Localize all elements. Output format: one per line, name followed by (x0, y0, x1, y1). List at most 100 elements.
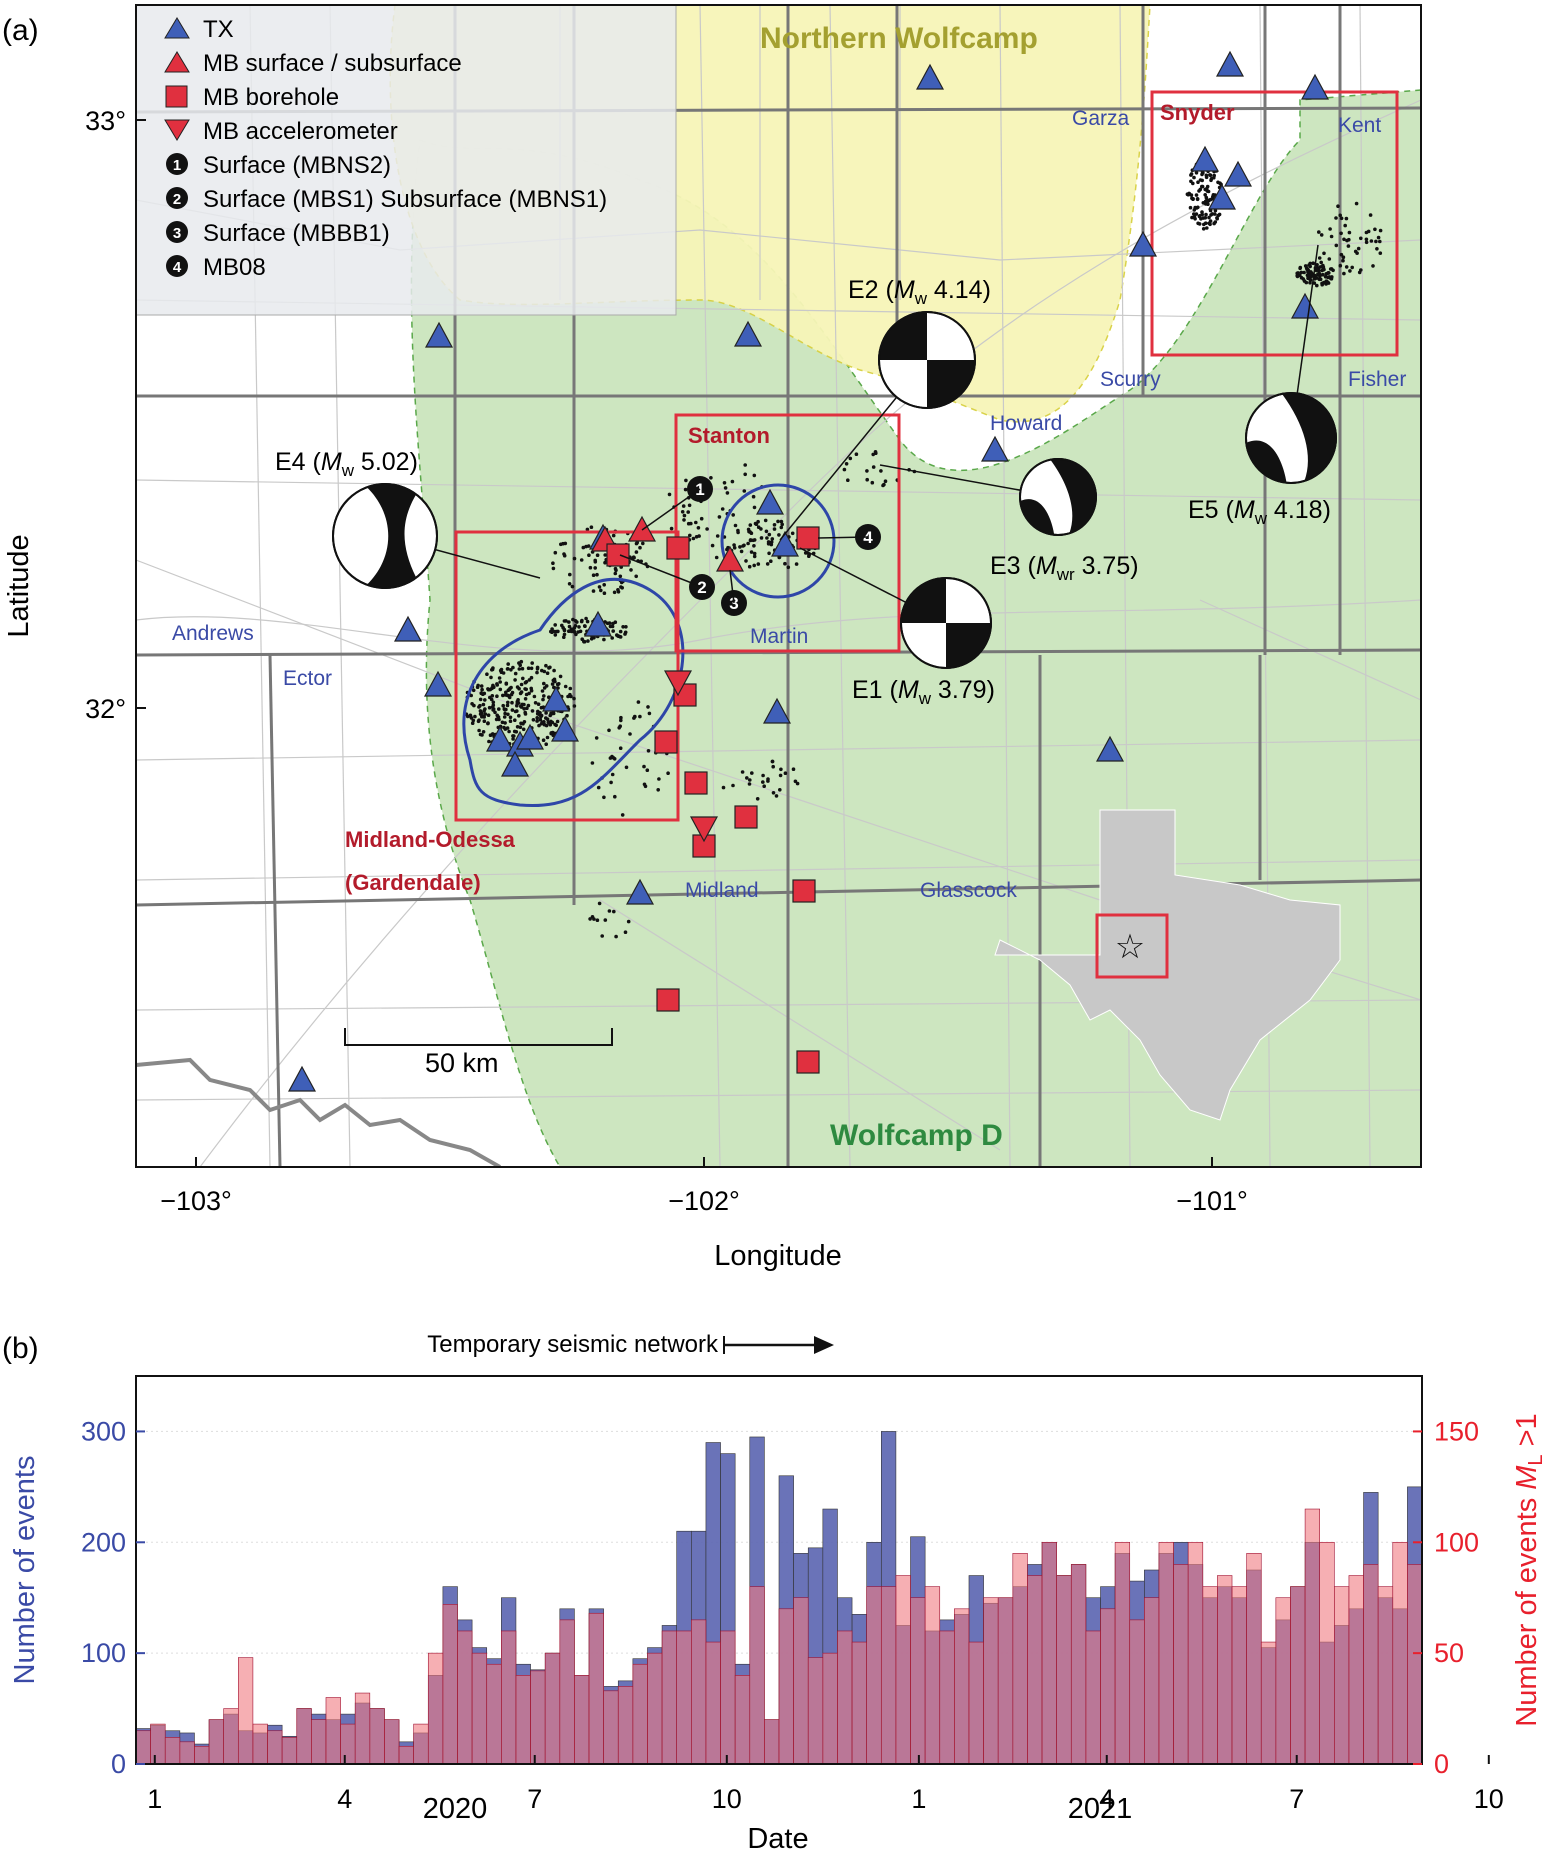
seismic-event-dot (744, 559, 748, 563)
numbered-marker-text: 1 (173, 157, 181, 174)
bar-ml-events (793, 1597, 809, 1765)
seismic-event-dot (501, 703, 506, 708)
seismic-event-dot (1190, 215, 1194, 220)
seismic-event-dot (583, 624, 587, 628)
seismic-event-dot (699, 516, 704, 521)
seismic-event-dot (1212, 173, 1216, 178)
seismic-event-dot (490, 732, 495, 736)
seismic-event-dot (1215, 216, 1219, 221)
seismic-event-dot (748, 530, 752, 534)
right-tick-label: 50 (1434, 1638, 1464, 1668)
bar-ml-events (924, 1586, 941, 1765)
lon-tick-102: −102° (668, 1186, 740, 1216)
event-histogram[interactable] (135, 1430, 1423, 1765)
focal-mechanisms: E4 (Mw 5.02) E2 (Mw 4.14) E3 (Mwr 3.75) E1 … (275, 244, 1337, 708)
histogram-ylabel-right: Number of events ML >1 (1511, 1413, 1547, 1726)
seismic-event-dot (607, 909, 612, 913)
tx-station-icon (393, 615, 423, 642)
bar-ml-events (778, 1608, 794, 1765)
seismic-event-dot (569, 694, 573, 699)
seismic-event-dot (643, 784, 648, 789)
seismic-event-dot (733, 523, 738, 528)
seismic-event-dot (498, 687, 503, 692)
seismic-event-dot (595, 918, 600, 922)
seismic-event-dot (623, 930, 628, 934)
mb-accelerometer-icon (663, 670, 693, 697)
seismic-event-dot (592, 917, 596, 921)
bar-ml-events (691, 1619, 707, 1765)
seismic-event-dot (1339, 231, 1343, 236)
seismic-event-dot (759, 527, 763, 531)
seismic-event-dot (566, 694, 570, 699)
seismic-event-dot (749, 550, 754, 554)
seismic-event-dot (752, 563, 756, 568)
seismic-event-dot (513, 671, 518, 676)
seismic-event-dot (501, 671, 506, 675)
seismic-event-dot (854, 452, 859, 457)
seismic-event-dot (1295, 274, 1300, 279)
bar-ml-events (384, 1719, 400, 1765)
seismic-event-dot (603, 560, 607, 565)
seismic-event-dot (879, 469, 883, 473)
seismic-event-dot (591, 573, 596, 577)
seismic-event-dot (742, 489, 747, 493)
seismic-event-dot (1347, 237, 1351, 242)
seismic-event-dot (1315, 283, 1319, 288)
seismic-event-dot (503, 693, 508, 697)
seismic-event-dot (1319, 260, 1323, 265)
seismic-event-dot (554, 723, 558, 728)
legend-label: Surface (MBS1) Subsurface (MBNS1) (203, 186, 607, 213)
bar-ml-events (1158, 1541, 1174, 1765)
seismic-event-dot (602, 583, 606, 587)
bar-ml-events (1290, 1586, 1306, 1765)
county-midland: Midland (685, 879, 759, 902)
beachball-e3 (1019, 458, 1097, 536)
seismic-event-dot (611, 629, 615, 633)
seismic-event-dot (570, 584, 575, 589)
tx-station-icon (1300, 73, 1330, 100)
legend-label: MB08 (203, 254, 266, 281)
bar-ml-events (238, 1657, 254, 1765)
seismic-event-dot (882, 482, 886, 487)
seismic-event-dot (720, 507, 725, 511)
beachball-e2 (878, 311, 976, 409)
seismic-event-dot (714, 555, 719, 560)
bar-ml-events (837, 1630, 853, 1765)
seismic-event-dot (608, 624, 613, 629)
tx-station-icon (287, 1065, 317, 1092)
seismic-event-dot (552, 629, 556, 634)
seismic-event-dot (495, 717, 499, 721)
seismic-event-dot (1321, 281, 1326, 285)
bar-ml-events (983, 1597, 999, 1765)
seismic-event-dot (770, 537, 775, 541)
tx-station-icon (762, 697, 792, 724)
seismic-event-dot (767, 532, 772, 537)
lat-tick-32: 32° (85, 694, 126, 724)
legend-item: MB accelerometer (164, 118, 398, 145)
seismic-event-dot (1308, 280, 1312, 285)
seismic-event-dot (510, 708, 515, 712)
seismic-event-dot (540, 689, 545, 693)
seismic-event-dot (1319, 233, 1324, 237)
seismic-event-dot (486, 721, 490, 725)
seismic-event-dot (1208, 173, 1212, 177)
seismic-event-dot (542, 694, 546, 698)
seismic-event-dot (1350, 265, 1354, 270)
seismic-event-dot (741, 544, 745, 548)
seismic-event-dot (1364, 237, 1369, 242)
seismic-event-dot (522, 720, 527, 724)
seismic-event-dot (478, 709, 483, 713)
seismic-event-dot (1205, 198, 1209, 202)
seismic-event-dot (550, 627, 554, 631)
seismic-event-dot (618, 574, 623, 579)
seismic-event-dot (767, 551, 771, 556)
seismic-event-dot (1203, 187, 1207, 192)
seismic-event-dot (470, 721, 475, 725)
beachball-e5 (1245, 392, 1337, 484)
seismic-event-dot (558, 674, 563, 679)
seismic-event-dot (497, 707, 501, 711)
right-tick-label: 150 (1434, 1416, 1479, 1446)
seismic-event-dot (607, 728, 611, 733)
seismic-event-dot (790, 531, 795, 536)
seismic-event-dot (508, 715, 513, 720)
